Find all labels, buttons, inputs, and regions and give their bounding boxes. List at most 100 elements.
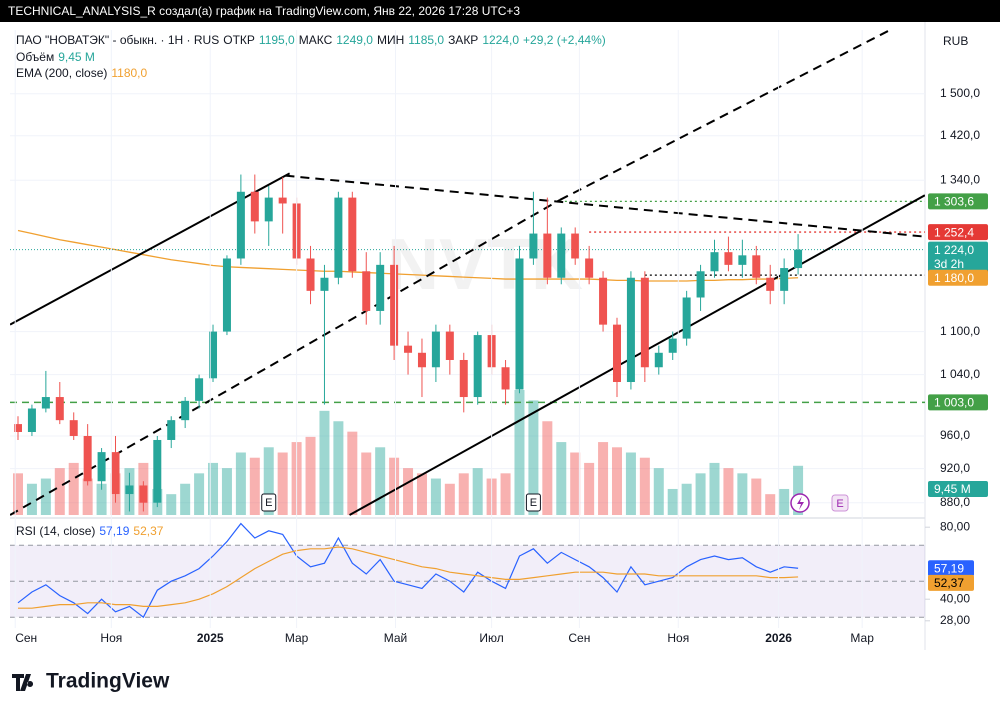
brand: TradingView bbox=[46, 670, 170, 693]
x-tick-label: 2026 bbox=[765, 631, 792, 645]
candle-body bbox=[599, 277, 608, 325]
volume-bar bbox=[26, 483, 37, 515]
volume-bar bbox=[430, 478, 441, 515]
header-bar bbox=[0, 0, 1000, 22]
volume-bar bbox=[737, 473, 748, 515]
candle-body bbox=[153, 439, 162, 503]
volume-bar bbox=[235, 452, 246, 515]
volume-bar bbox=[249, 457, 260, 515]
rsi-value-label: 57,19 bbox=[934, 561, 964, 575]
rsi-tick-label: 40,00 bbox=[940, 591, 970, 605]
x-tick-label: Сен bbox=[568, 631, 590, 645]
level-price-label-box bbox=[928, 394, 988, 411]
y-tick-label: 1 500,0 bbox=[940, 86, 980, 100]
level-price-label-box bbox=[928, 193, 988, 210]
candle-body bbox=[710, 252, 719, 272]
x-tick-label: Май bbox=[384, 631, 408, 645]
rsi-pane bbox=[10, 522, 925, 619]
y-tick-label: 880,0 bbox=[940, 495, 970, 509]
volume-bar bbox=[751, 478, 762, 515]
earnings-badge bbox=[261, 493, 277, 512]
x-tick-label: Ноя bbox=[100, 631, 122, 645]
x-tick-label: 2025 bbox=[197, 631, 224, 645]
candle-body bbox=[209, 331, 218, 379]
volume-label: 9,45 M bbox=[934, 482, 971, 496]
attribution: TECHNICAL_ANALYSIS_R создал(а) график на… bbox=[8, 4, 520, 18]
volume-bar bbox=[277, 452, 288, 515]
rsi-tick-label: 80,00 bbox=[940, 519, 970, 533]
volume-bar bbox=[333, 421, 344, 515]
rsi-name: RSI (14, close) bbox=[16, 524, 95, 538]
candle-body bbox=[306, 258, 315, 291]
ohlc-value: 1195,0 bbox=[259, 33, 295, 47]
volume-bar bbox=[221, 468, 232, 515]
ohlc-value: 1224,0 bbox=[482, 33, 519, 47]
currency: RUB bbox=[943, 34, 968, 48]
volume-bar bbox=[611, 447, 622, 515]
volume-bar bbox=[542, 421, 553, 515]
symbol: ПАО "НОВАТЭК" - обыкн. · 1Н · RUS bbox=[16, 33, 219, 47]
countdown: 3d 2h bbox=[934, 257, 964, 271]
ema-value: 1180,0 bbox=[111, 66, 147, 80]
earnings-label: E bbox=[265, 497, 272, 509]
volume-bar bbox=[208, 462, 219, 515]
logo bbox=[12, 674, 34, 691]
candle-body bbox=[473, 335, 482, 398]
volume-bar bbox=[793, 465, 804, 515]
trendline bbox=[349, 194, 925, 516]
ema-line bbox=[17, 229, 799, 282]
volume-bar bbox=[40, 478, 51, 515]
trendline bbox=[285, 174, 925, 238]
volume-bar bbox=[375, 447, 386, 515]
candle-body bbox=[69, 420, 78, 436]
candle-body bbox=[654, 352, 663, 368]
ohlc-key: ЗАКР bbox=[448, 33, 478, 47]
volume-bar bbox=[667, 488, 678, 515]
last-price-box bbox=[928, 241, 988, 272]
ohlc-key: МИН bbox=[377, 33, 404, 47]
volume-bar bbox=[653, 468, 664, 515]
x-tick-label: Сен bbox=[15, 631, 37, 645]
volume-bar bbox=[765, 494, 776, 515]
candle-body bbox=[125, 485, 134, 495]
candle-body bbox=[766, 277, 775, 291]
volume-bar bbox=[82, 478, 93, 515]
volume-bar bbox=[570, 452, 581, 515]
y-tick-label: 960,0 bbox=[940, 428, 970, 442]
candle-body bbox=[612, 324, 621, 383]
rsi-value-label: 52,37 bbox=[934, 576, 964, 590]
volume-bar bbox=[166, 494, 177, 515]
candle-body bbox=[404, 345, 413, 353]
volume-bar bbox=[194, 473, 205, 515]
level-price-label-box bbox=[928, 224, 988, 241]
candle-body bbox=[682, 297, 691, 339]
candle-body bbox=[320, 277, 329, 291]
candle-body bbox=[696, 271, 705, 298]
volume-name: Объём bbox=[16, 50, 54, 64]
candle-body bbox=[167, 420, 176, 440]
earnings-label: E bbox=[530, 497, 537, 509]
candle-body bbox=[97, 452, 106, 482]
candle-body bbox=[83, 435, 92, 482]
volume-value: 9,45 M bbox=[58, 50, 95, 64]
volume-bar bbox=[681, 483, 692, 515]
candle-body bbox=[794, 249, 803, 269]
level-price-label: 1 252,4 bbox=[934, 225, 974, 239]
ohlc-value: 1185,0 bbox=[408, 33, 444, 47]
volume-bar bbox=[444, 483, 455, 515]
ohlc-key: ОТКР bbox=[223, 33, 255, 47]
volume-bar bbox=[695, 473, 706, 515]
volume-bar bbox=[779, 488, 790, 515]
candle-body bbox=[362, 271, 371, 311]
earnings-badge bbox=[525, 493, 541, 512]
ohlc-key: МАКС bbox=[299, 33, 333, 47]
candle-body bbox=[752, 255, 761, 278]
candle-body bbox=[390, 264, 399, 346]
candle-body bbox=[111, 452, 120, 495]
volume-bar bbox=[416, 473, 427, 515]
candle-body bbox=[585, 258, 594, 278]
candle-body bbox=[348, 197, 357, 272]
candle-body bbox=[14, 424, 22, 432]
y-tick-label: 1 340,0 bbox=[940, 172, 980, 186]
